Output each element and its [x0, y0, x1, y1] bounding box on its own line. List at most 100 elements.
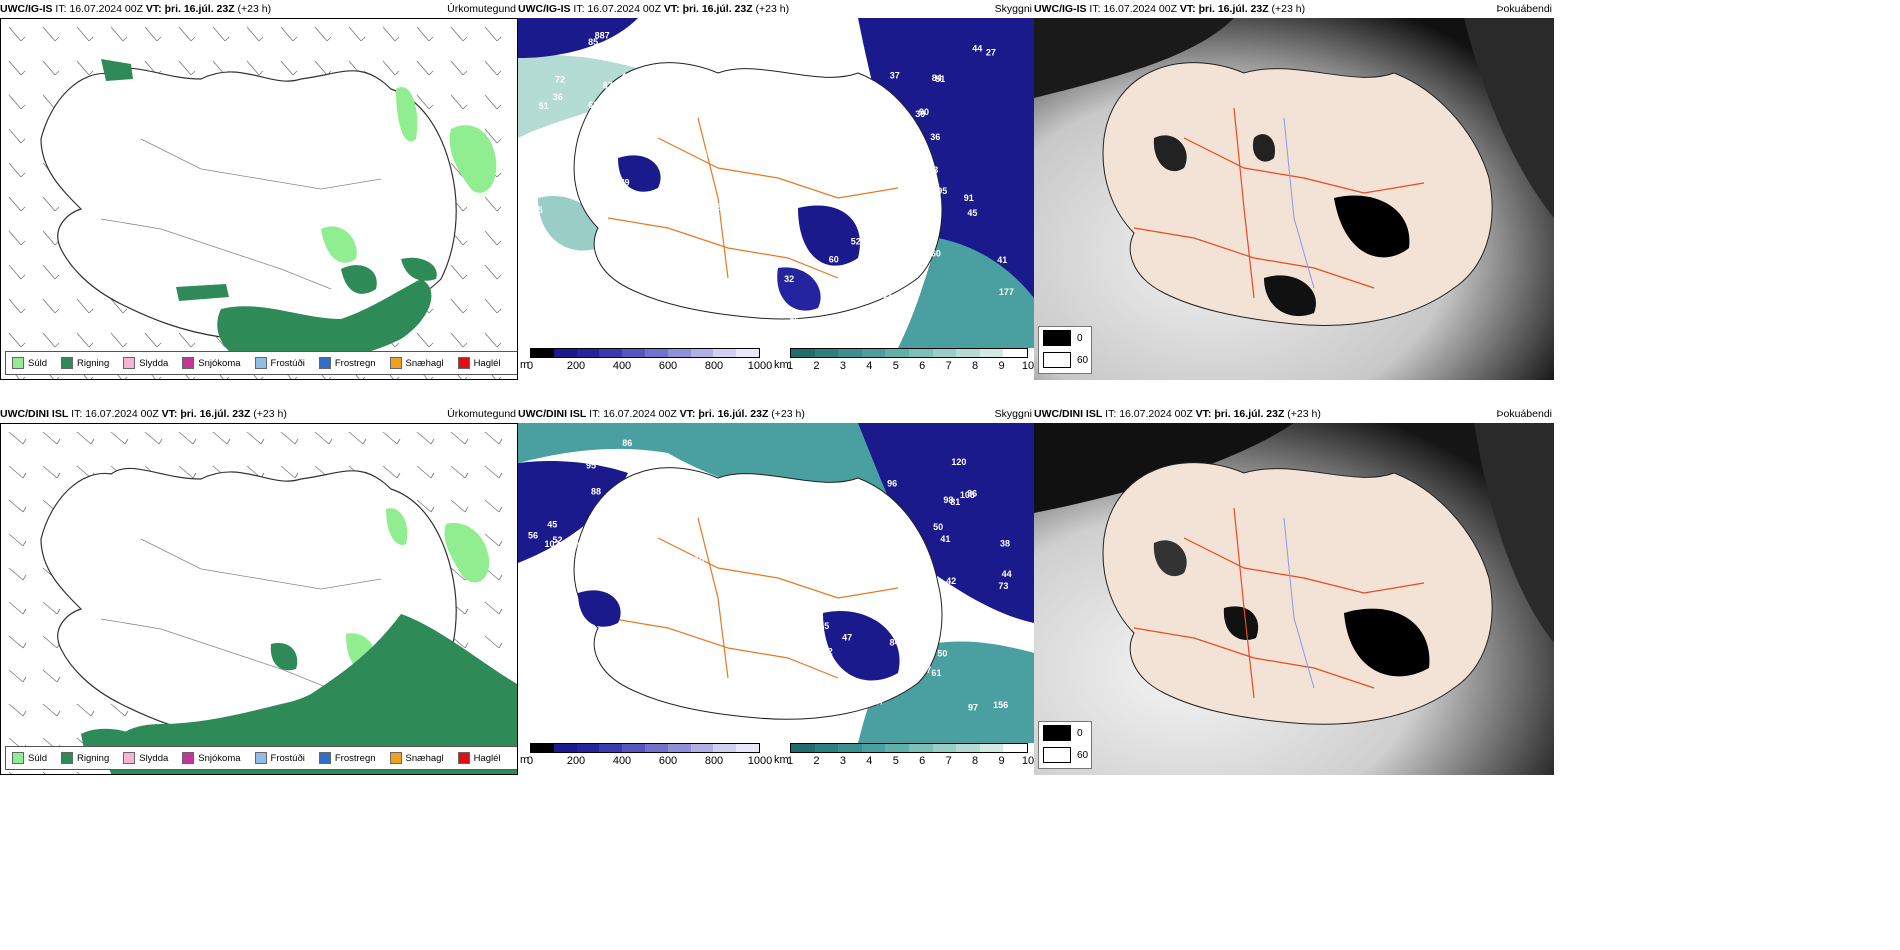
- ceiling-value-label: 60: [829, 254, 839, 264]
- ceiling-value-label: 44: [621, 72, 631, 82]
- legend-item: Haglél: [457, 357, 501, 369]
- ceiling-value-label: 42: [633, 136, 643, 146]
- precip-legend: Súld Rigning Slydda Snjókoma Frostúði Fr…: [5, 351, 517, 375]
- ceiling-colorbar: 0 200 400 600 800 1000 m: [520, 743, 772, 775]
- legend-label: Haglél: [473, 357, 501, 369]
- ceiling-value-label: 41: [940, 534, 950, 544]
- legend-label: Frostregn: [334, 357, 376, 369]
- ceiling-value-label: 77: [672, 86, 682, 96]
- visibility-map[interactable]: 177 51 36 73 44 40 84 87 84 90 92 107 51 49 52 37 85 95 91…: [518, 18, 1034, 348]
- colorbar-tick-label: 1000: [747, 755, 773, 767]
- colorbar-tick-label: 9: [998, 755, 1005, 767]
- legend-label: Frostúði: [270, 752, 305, 764]
- vt-value: þri. 16.júl. 23Z: [180, 408, 251, 420]
- fog-map[interactable]: 0 60: [1034, 423, 1554, 775]
- it-value: 16.07.2024 00Z: [69, 3, 143, 15]
- legend-item: Snæhagl: [389, 752, 444, 764]
- ceiling-value-label: 52: [597, 510, 607, 520]
- it-label: IT:: [55, 3, 67, 15]
- colorbar-tick-label: 1: [786, 755, 794, 767]
- colorbar-cell: [713, 349, 737, 357]
- ceiling-value-label: 81: [950, 497, 960, 507]
- colorbar-tick-label: 2: [813, 755, 820, 767]
- ceiling-value-label: 85: [588, 37, 598, 47]
- panel-header: UWC/IG-IS IT: 16.07.2024 00Z VT: þri. 16…: [1034, 0, 1554, 18]
- ceiling-value-label: 81: [894, 296, 904, 306]
- ceiling-value-label: 32: [784, 274, 794, 284]
- legend-item: Slydda: [123, 752, 168, 764]
- colorbar-cell: [979, 349, 1004, 357]
- fog-legend-row: 0: [1039, 722, 1091, 744]
- panel-top-left: UWC/IG-IS IT: 16.07.2024 00Z VT: þri. 16…: [0, 0, 518, 380]
- ceiling-value-label: 95: [586, 461, 596, 471]
- fog-map[interactable]: 0 60: [1034, 18, 1554, 380]
- ceiling-value-label: 92: [532, 188, 542, 198]
- ceiling-value-label: 54: [641, 538, 651, 548]
- ceiling-value-label: 93: [614, 37, 624, 47]
- precip-map[interactable]: Súld Rigning Slydda Snjókoma Frostúði Fr…: [0, 18, 518, 380]
- legend-item: Súld: [12, 752, 47, 764]
- ceiling-value-label: 91: [964, 193, 974, 203]
- ceiling-value-label: 107: [882, 547, 897, 557]
- vt-value: þri. 16.júl. 23Z: [682, 3, 753, 15]
- ceiling-value-label: 53: [831, 530, 841, 540]
- panel-top-middle: UWC/IG-IS IT: 16.07.2024 00Z VT: þri. 16…: [518, 0, 1034, 380]
- it-label: IT:: [1105, 408, 1117, 420]
- visibility-colorbar-ticks: 1 2 3 4 5 6 7 8 9 10: [786, 755, 1034, 771]
- it-value: 16.07.2024 00Z: [587, 3, 661, 15]
- colorbar-cell: [667, 744, 691, 752]
- ceiling-unit: m: [520, 359, 530, 371]
- legend-label: Snjókoma: [198, 752, 241, 764]
- colorbar-cell: [861, 744, 886, 752]
- fog-legend-row: 60: [1039, 744, 1091, 766]
- ceiling-value-label: 37: [890, 70, 900, 80]
- ceiling-value-label: 84: [692, 274, 702, 284]
- colorbar-cell: [885, 744, 909, 752]
- legend-item: Frostúði: [254, 752, 305, 764]
- vt-value: þri. 16.júl. 23Z: [1198, 3, 1269, 15]
- ceiling-value-label: 177: [999, 287, 1014, 297]
- it-label: IT:: [573, 3, 585, 15]
- ceiling-value-label: 96: [887, 479, 897, 489]
- ceiling-value-label: 93: [664, 80, 674, 90]
- ceiling-value-label: 97: [860, 571, 870, 581]
- legend-swatch-rain: [61, 752, 74, 764]
- fog-legend-row: 60: [1039, 349, 1091, 371]
- colorbar-cell: [932, 349, 957, 357]
- panel-header: UWC/DINI ISL IT: 16.07.2024 00Z VT: þri.…: [518, 405, 1034, 423]
- colorbar-cell: [667, 349, 691, 357]
- it-value: 16.07.2024 00Z: [1103, 3, 1177, 15]
- legend-item: Frostregn: [318, 752, 376, 764]
- ceiling-colorbar-ticks: 0 200 400 600 800 1000: [527, 755, 772, 771]
- colorbar-tick-label: 6: [919, 360, 926, 372]
- panel-header: UWC/IG-IS IT: 16.07.2024 00Z VT: þri. 16…: [518, 0, 1034, 18]
- ceiling-value-label: 45: [547, 520, 557, 530]
- model-name: UWC/IG-IS: [518, 3, 571, 15]
- ceiling-value-label: 95: [937, 186, 947, 196]
- legend-label: Rigning: [77, 752, 110, 764]
- legend-label: Snæhagl: [405, 752, 444, 764]
- ceiling-value-label: 86: [789, 315, 799, 325]
- legend-item: Snjókoma: [182, 357, 241, 369]
- ceiling-value-label: 103: [879, 547, 894, 557]
- fog-legend-label: 60: [1077, 354, 1089, 366]
- ceiling-value-label: 131: [636, 592, 651, 602]
- ceiling-value-label: 52: [553, 535, 563, 545]
- ceiling-value-label: 57: [799, 192, 809, 202]
- lead-time: (+23 h): [1287, 408, 1321, 420]
- ceiling-value-label: 44: [881, 303, 891, 313]
- vt-value: þri. 16.júl. 23Z: [698, 408, 769, 420]
- ceiling-value-label: 76: [901, 530, 911, 540]
- colorbar-tick-label: 9: [998, 360, 1005, 372]
- ceiling-value-label: 60: [931, 249, 941, 259]
- ceiling-value-label: 40: [674, 307, 684, 317]
- colorbar-tick-label: 10: [1021, 755, 1034, 767]
- vt-value: þri. 16.júl. 23Z: [1214, 408, 1285, 420]
- colorbar-tick-label: 1: [786, 360, 794, 372]
- precip-map[interactable]: Súld Rigning Slydda Snjókoma Frostúði Fr…: [0, 423, 518, 775]
- model-name: UWC/IG-IS: [0, 3, 53, 15]
- legend-swatch-snow-pellets: [389, 357, 402, 369]
- ceiling-value-label: 98: [755, 204, 765, 214]
- visibility-map[interactable]: 156 52 42 96 99 39 48 45 97 98 50 47 90 95 55 49 54 92 107…: [518, 423, 1034, 743]
- legend-swatch-hail: [457, 752, 470, 764]
